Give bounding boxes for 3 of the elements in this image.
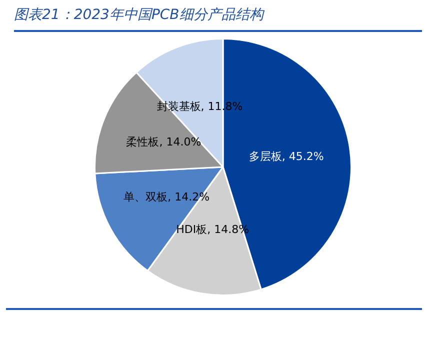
slice-label: 多层板, 45.2%: [248, 150, 324, 164]
slice-label: 柔性板, 14.0%: [126, 136, 202, 149]
chart-title: 图表21：2023年中国PCB细分产品结构: [14, 6, 422, 32]
